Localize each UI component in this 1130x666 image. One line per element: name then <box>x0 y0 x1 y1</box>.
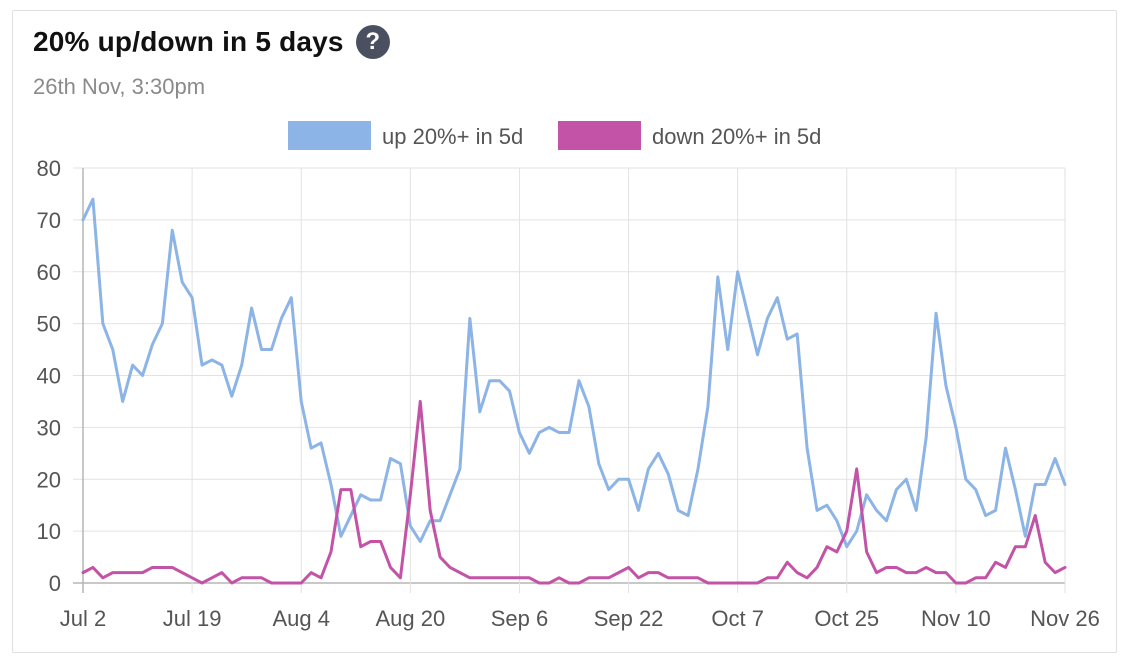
x-tick-label: Sep 22 <box>594 606 664 631</box>
y-tick-label: 20 <box>37 467 61 492</box>
chart-timestamp: 26th Nov, 3:30pm <box>33 74 206 99</box>
x-tick-label: Sep 6 <box>491 606 549 631</box>
legend-up-swatch <box>288 121 371 150</box>
legend-down-swatch <box>558 121 641 150</box>
x-tick-label: Aug 4 <box>272 606 330 631</box>
y-tick-label: 50 <box>37 312 61 337</box>
x-tick-label: Oct 7 <box>711 606 764 631</box>
y-tick-label: 40 <box>37 364 61 389</box>
x-tick-label: Oct 25 <box>814 606 879 631</box>
question-circle-icon[interactable]: ? <box>355 25 390 59</box>
y-tick-label: 10 <box>37 519 61 544</box>
y-tick-label: 70 <box>37 208 61 233</box>
down-series-line <box>81 399 1067 585</box>
y-tick-label: 80 <box>37 156 61 181</box>
y-tick-label: 60 <box>37 260 61 285</box>
y-tick-label: 0 <box>49 571 61 596</box>
up-series-line <box>81 197 1067 549</box>
x-tick-label: Jul 2 <box>60 606 106 631</box>
y-tick-label: 30 <box>37 415 61 440</box>
title-row: 20% up/down in 5 days ? <box>33 25 390 59</box>
legend-down-label: down 20%+ in 5d <box>652 124 821 149</box>
x-tick-label: Nov 26 <box>1030 606 1100 631</box>
chart-title: 20% up/down in 5 days <box>33 26 344 57</box>
x-tick-label: Nov 10 <box>921 606 991 631</box>
x-tick-label: Aug 20 <box>375 606 445 631</box>
x-tick-label: Jul 19 <box>163 606 222 631</box>
legend-up-label: up 20%+ in 5d <box>382 124 523 149</box>
